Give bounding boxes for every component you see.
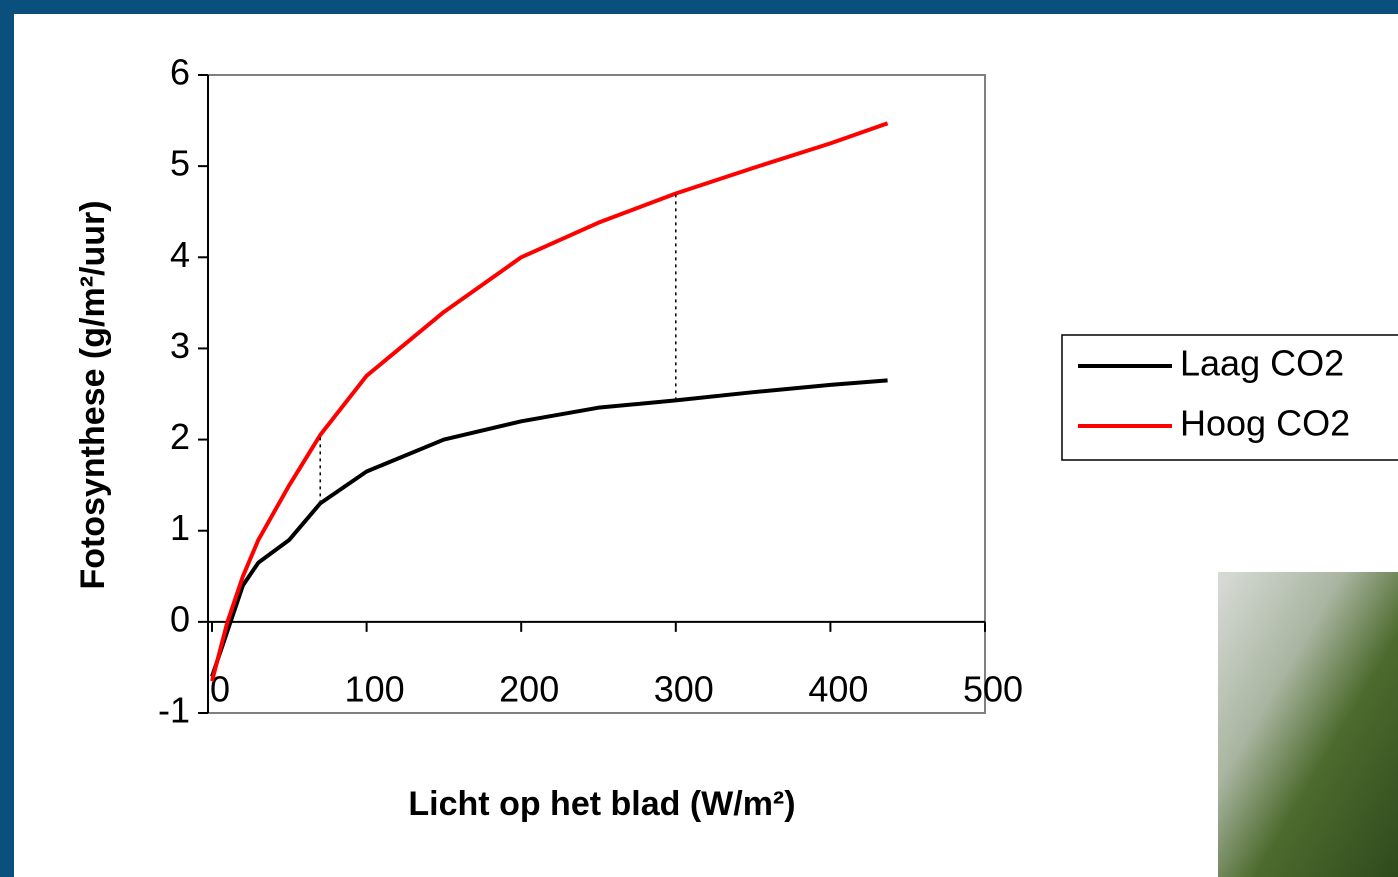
x-tick-label: 500 [963,669,1023,710]
series-line [210,121,889,682]
y-tick-label: 5 [170,143,190,184]
greenhouse-photo [1218,572,1398,877]
x-tick-label: 200 [499,669,559,710]
y-tick-label: -1 [158,690,190,731]
x-tick-label: 0 [210,669,230,710]
x-tick-label: 100 [345,669,405,710]
x-tick-label: 300 [654,669,714,710]
y-tick-label: 4 [170,234,190,275]
legend-box [1061,334,1398,461]
y-axis-title: Fotosynthese (g/m²/uur) [74,200,112,589]
y-tick-label: 6 [170,52,190,93]
y-tick-label: 2 [170,416,190,457]
y-tick-label: 3 [170,325,190,366]
series-line [210,378,888,678]
y-tick-label: 1 [170,507,190,548]
legend-label: Laag CO2 [1180,343,1344,384]
legend-label: Hoog CO2 [1180,403,1350,444]
y-tick-label: 0 [170,598,190,639]
x-tick-label: 400 [808,669,868,710]
x-axis-title: Licht op het blad (W/m²) [408,785,795,823]
